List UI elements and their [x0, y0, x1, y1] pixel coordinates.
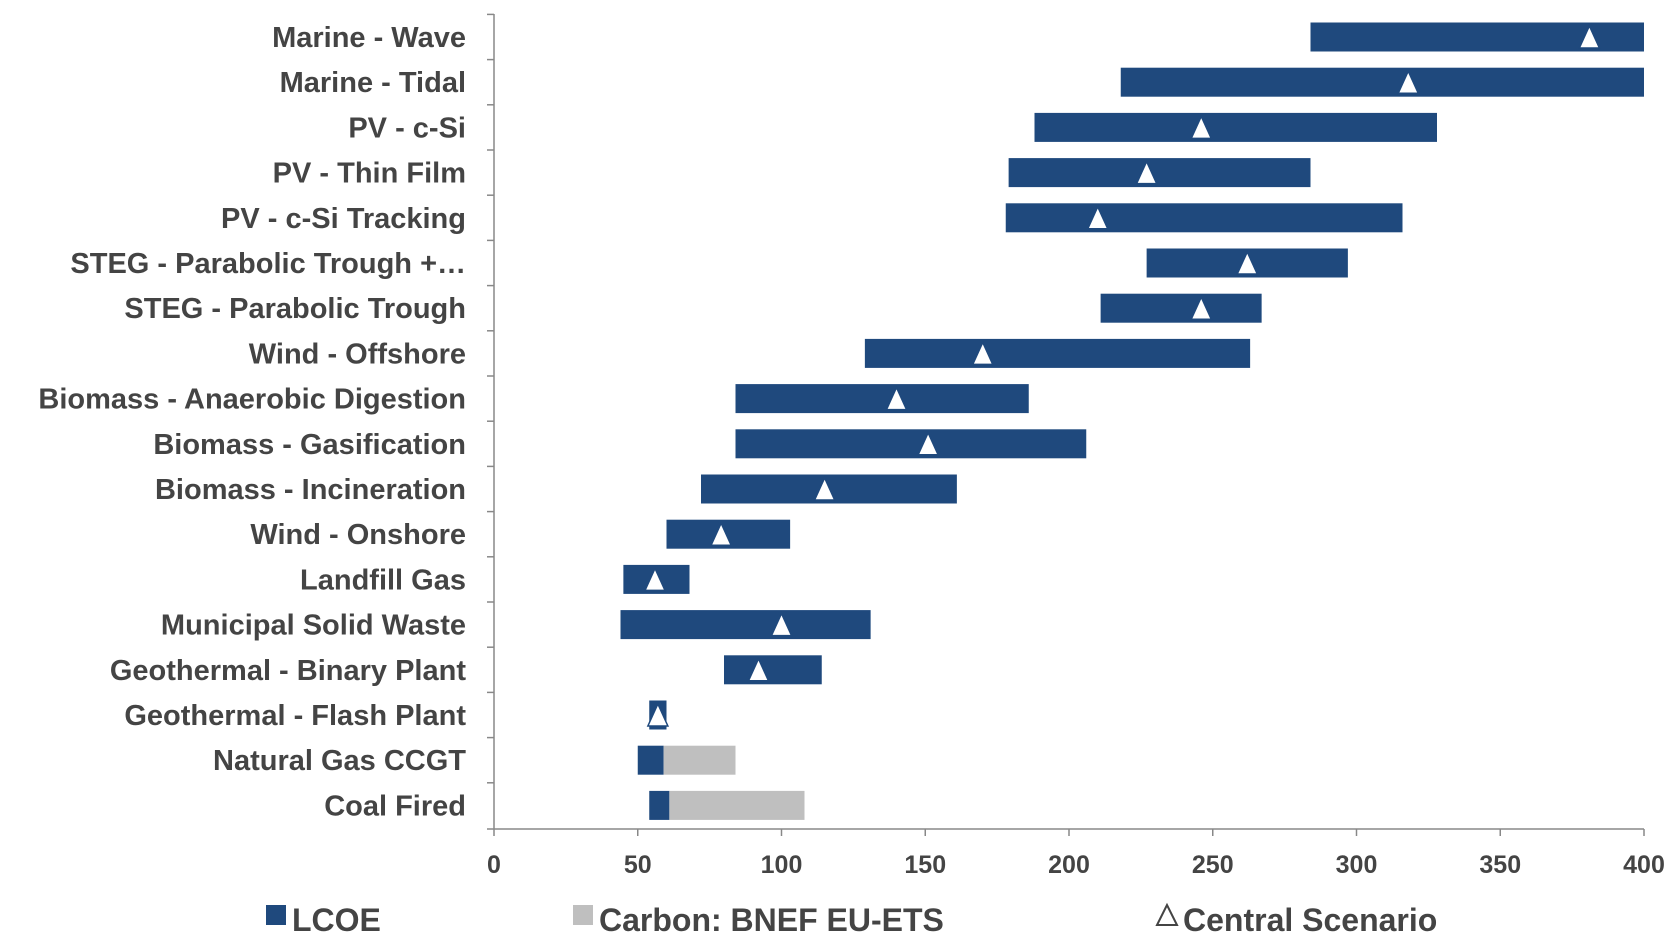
- x-tick-label: 250: [1192, 851, 1234, 879]
- lcoe-bar-coal-fired: [649, 790, 670, 820]
- central-scenario-marker-pv-c-si: [1190, 114, 1213, 140]
- lcoe-bar-marine-tidal: [1120, 67, 1644, 97]
- central-scenario-marker-wind-onshore: [709, 521, 733, 546]
- legend-carbon-label: Carbon: BNEF EU-ETS: [599, 902, 944, 938]
- category-label-marine-wave: Marine - Wave: [272, 22, 466, 54]
- category-label-geothermal-binary-plant: Geothermal - Binary Plant: [110, 655, 466, 687]
- x-tick-label: 150: [904, 851, 946, 879]
- category-label-landfill-gas: Landfill Gas: [300, 564, 466, 596]
- central-scenario-marker-biomass-incineration: [813, 476, 836, 501]
- central-scenario-marker-geothermal-flash-plant: [646, 702, 670, 727]
- bar-layer: [620, 22, 1644, 820]
- category-label-steg-parabolic-trough: STEG - Parabolic Trough: [124, 293, 466, 325]
- category-label-pv-thin-film: PV - Thin Film: [273, 158, 466, 190]
- category-label-municipal-solid-waste: Municipal Solid Waste: [161, 610, 466, 642]
- central-scenario-marker-steg-parabolic-trough: [1190, 295, 1213, 320]
- lcoe-bar-pv-thin-film: [1008, 158, 1311, 188]
- central-scenario-marker-landfill-gas: [643, 566, 667, 592]
- central-scenario-marker-biomass-anaerobic-digestion: [885, 385, 908, 411]
- legend-carbon-swatch: [573, 905, 593, 925]
- category-label-wind-offshore: Wind - Offshore: [249, 338, 466, 370]
- x-tick-label: 300: [1336, 851, 1378, 879]
- lcoe-bar-municipal-solid-waste: [620, 610, 871, 640]
- lcoe-bar-steg-parabolic-trough: [1100, 293, 1262, 323]
- category-label-wind-onshore: Wind - Onshore: [250, 519, 466, 551]
- central-scenario-marker-pv-c-si-tracking: [1086, 204, 1109, 230]
- central-scenario-marker-geothermal-binary-plant: [747, 656, 770, 682]
- lcoe-bar-biomass-gasification: [735, 429, 1087, 459]
- lcoe-bar-natural-gas-ccgt: [637, 745, 664, 775]
- category-label-biomass-anaerobic-digestion: Biomass - Anaerobic Digestion: [38, 384, 466, 416]
- legend-lcoe-label: LCOE: [292, 902, 381, 938]
- marker-layer: [643, 24, 1601, 727]
- lcoe-bar-geothermal-binary-plant: [724, 655, 822, 685]
- central-scenario-marker-wind-offshore: [971, 340, 994, 366]
- central-scenario-marker-pv-thin-film: [1135, 159, 1158, 185]
- legend-central-label: Central Scenario: [1183, 902, 1437, 938]
- lcoe-bar-biomass-anaerobic-digestion: [735, 384, 1029, 414]
- lcoe-bar-pv-c-si-tracking: [1005, 203, 1403, 233]
- central-scenario-marker-steg-parabolic-trough: [1236, 250, 1259, 275]
- central-scenario-marker-marine-tidal: [1397, 69, 1420, 94]
- category-label-pv-c-si-tracking: PV - c-Si Tracking: [221, 203, 466, 235]
- category-label-geothermal-flash-plant: Geothermal - Flash Plant: [124, 700, 466, 732]
- central-scenario-marker-biomass-gasification: [916, 430, 940, 456]
- x-tick-label: 100: [761, 851, 803, 879]
- lcoe-bar-pv-c-si: [1034, 112, 1437, 142]
- lcoe-bar-wind-offshore: [864, 338, 1251, 368]
- category-label-marine-tidal: Marine - Tidal: [280, 67, 466, 99]
- x-tick-label: 350: [1479, 851, 1521, 879]
- category-label-biomass-gasification: Biomass - Gasification: [153, 429, 466, 461]
- category-label-pv-c-si: PV - c-Si: [348, 112, 466, 144]
- category-label-coal-fired: Coal Fired: [324, 790, 466, 822]
- carbon-bar-coal-fired: [669, 790, 805, 820]
- category-label-biomass-incineration: Biomass - Incineration: [155, 474, 466, 506]
- central-scenario-marker-municipal-solid-waste: [770, 611, 793, 637]
- category-label-natural-gas-ccgt: Natural Gas CCGT: [213, 745, 466, 777]
- carbon-bar-natural-gas-ccgt: [663, 745, 736, 775]
- x-tick-labels: 0 50 100 150 200 250 300 350 400: [487, 851, 1665, 879]
- x-tick-label: 50: [624, 851, 652, 879]
- x-tick-label: 400: [1623, 851, 1665, 879]
- legend: LCOE Carbon: BNEF EU-ETS Central Scenario: [266, 902, 1437, 938]
- central-scenario-marker-marine-wave: [1578, 24, 1601, 49]
- category-labels: Marine - Wave Marine - Tidal PV - c-Si PV -…: [38, 22, 466, 822]
- category-label-steg-parabolic-trough: STEG - Parabolic Trough +…: [70, 248, 466, 280]
- legend-lcoe-swatch: [266, 905, 286, 925]
- x-tick-label: 0: [487, 851, 501, 879]
- legend-central-scenario-icon: [1155, 902, 1179, 926]
- x-tick-label: 200: [1048, 851, 1090, 879]
- axes-layer: [487, 13, 1645, 836]
